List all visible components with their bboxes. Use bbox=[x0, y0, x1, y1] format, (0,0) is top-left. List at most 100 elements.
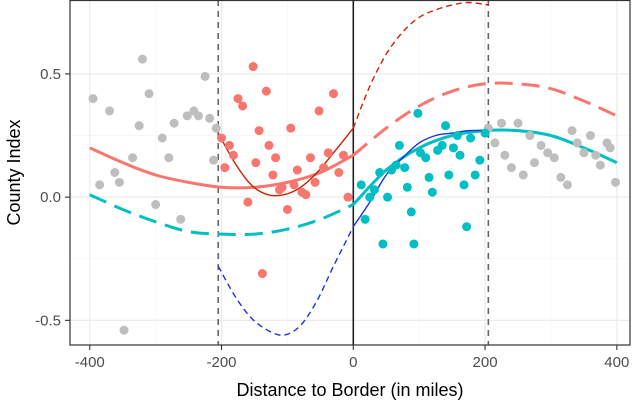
red-data-point bbox=[289, 180, 299, 190]
x-tick-label: 400 bbox=[604, 354, 629, 371]
y-tick-label: 0.5 bbox=[40, 66, 61, 83]
red-data-point bbox=[329, 89, 339, 99]
gray-data-point bbox=[500, 150, 510, 160]
red-data-point bbox=[268, 170, 278, 180]
grid bbox=[70, 0, 630, 345]
y-axis-title: County Index bbox=[4, 119, 24, 225]
gray-data-point bbox=[105, 106, 115, 116]
red-data-point bbox=[305, 153, 315, 163]
teal-data-point bbox=[409, 239, 419, 249]
gray-data-point bbox=[611, 177, 621, 187]
teal-data-point bbox=[365, 192, 375, 202]
red-data-point bbox=[310, 177, 320, 187]
gray-data-point bbox=[110, 168, 120, 177]
teal-data-point bbox=[462, 222, 472, 232]
gray-data-point bbox=[497, 118, 507, 128]
teal-data-point bbox=[406, 207, 416, 217]
red-data-point bbox=[301, 190, 311, 200]
gray-data-point bbox=[88, 94, 98, 104]
teal-data-point bbox=[360, 214, 370, 224]
red-data-point bbox=[251, 158, 261, 168]
red-data-point bbox=[286, 123, 296, 133]
gray-data-point bbox=[211, 123, 221, 133]
gray-data-point bbox=[543, 148, 553, 158]
teal-data-point bbox=[437, 140, 447, 150]
gray-data-point bbox=[176, 214, 186, 224]
red-data-point bbox=[224, 140, 234, 150]
gray-data-point bbox=[151, 200, 161, 210]
teal-data-point bbox=[452, 131, 462, 141]
teal-data-point bbox=[394, 140, 404, 150]
gray-data-point bbox=[490, 138, 500, 148]
red-data-point bbox=[319, 163, 329, 173]
blue-fit-line bbox=[352, 129, 489, 228]
teal-data-point bbox=[448, 143, 458, 153]
teal-data-point bbox=[427, 187, 437, 197]
gray-data-point bbox=[137, 54, 147, 64]
red-data-point bbox=[254, 126, 264, 136]
teal-data-point bbox=[391, 160, 401, 170]
red-data-point bbox=[248, 62, 258, 72]
gray-data-point bbox=[169, 118, 179, 128]
red-data-point bbox=[238, 101, 248, 111]
gray-data-point bbox=[605, 143, 615, 153]
gray-data-point bbox=[144, 89, 154, 99]
gray-data-point bbox=[513, 118, 523, 128]
gray-data-point bbox=[114, 177, 124, 187]
x-tick-label: -400 bbox=[75, 354, 105, 371]
panel-border bbox=[69, 0, 631, 346]
gray-data-point bbox=[585, 131, 595, 141]
axis-ticks: -400 -200 0 200 400 -0.5 0.0 0.5 bbox=[35, 66, 629, 371]
teal-data-point bbox=[369, 185, 379, 195]
teal-data-point bbox=[466, 133, 476, 143]
x-axis-title: Distance to Border (in miles) bbox=[236, 380, 463, 400]
gray-data-point bbox=[536, 140, 546, 150]
gray-data-point bbox=[572, 138, 582, 148]
teal-data-point bbox=[475, 155, 485, 165]
teal-data-point bbox=[470, 170, 480, 180]
dark_red-fit-line bbox=[352, 1, 489, 129]
gray-data-point bbox=[134, 121, 144, 131]
y-tick-label: -0.5 bbox=[35, 312, 61, 329]
teal-data-point bbox=[459, 180, 469, 190]
teal-data-point bbox=[455, 150, 465, 160]
gray-data-point bbox=[119, 325, 129, 335]
teal-data-point bbox=[413, 108, 423, 118]
red-data-point bbox=[343, 192, 353, 202]
gray-data-point bbox=[193, 111, 203, 121]
gray-data-point bbox=[164, 153, 174, 163]
red-data-point bbox=[271, 153, 281, 163]
gray-data-point bbox=[591, 150, 601, 160]
red-data-point bbox=[334, 168, 344, 177]
gray-data-point bbox=[525, 131, 535, 141]
teal-data-point bbox=[402, 182, 412, 192]
x-tick-label: 0 bbox=[349, 354, 357, 371]
x-tick-label: -200 bbox=[207, 354, 237, 371]
gray-data-point bbox=[209, 155, 219, 165]
y-tick-label: 0.0 bbox=[40, 189, 61, 206]
teal-data-point bbox=[480, 128, 490, 138]
x-tick-label: 200 bbox=[473, 354, 498, 371]
red-data-point bbox=[220, 163, 230, 173]
red-data-point bbox=[257, 269, 267, 279]
red-data-point bbox=[282, 204, 292, 214]
red-fit-line bbox=[352, 81, 618, 157]
red-data-point bbox=[233, 94, 243, 104]
red-fit-line bbox=[89, 146, 355, 190]
vertical-guides bbox=[217, 0, 490, 345]
data-points bbox=[88, 54, 621, 335]
teal-fit-line bbox=[89, 193, 354, 237]
teal-data-point bbox=[383, 192, 393, 202]
gray-data-point bbox=[205, 113, 215, 123]
red-data-point bbox=[228, 150, 238, 160]
red-data-point bbox=[338, 150, 348, 160]
teal-data-point bbox=[441, 121, 451, 131]
gray-data-point bbox=[518, 170, 528, 180]
gray-data-point bbox=[506, 163, 516, 173]
red-data-point bbox=[264, 140, 274, 150]
gray-data-point bbox=[200, 71, 210, 81]
gray-data-point bbox=[157, 133, 167, 143]
gray-data-point bbox=[549, 153, 559, 163]
